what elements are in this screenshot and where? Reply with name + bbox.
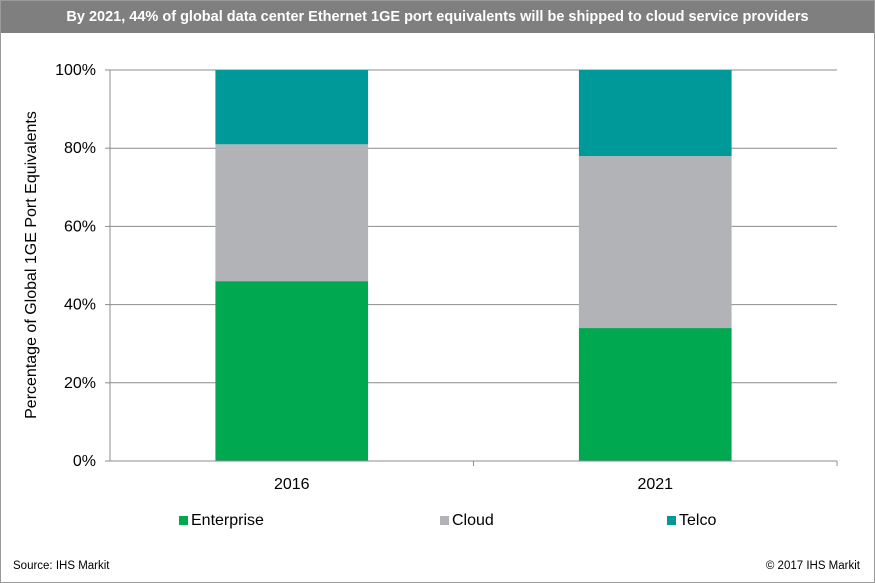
- bar-cloud-2021: [578, 156, 732, 329]
- y-tick-label: 40%: [64, 297, 96, 314]
- legend-swatch-cloud: [440, 516, 449, 525]
- copyright-note: © 2017 IHS Markit: [765, 560, 860, 572]
- bar-enterprise-2016: [215, 281, 369, 461]
- bar-telco-2016: [215, 70, 369, 145]
- y-axis-label: Percentage of Global 1GE Port Equivalent…: [23, 111, 40, 419]
- bar-enterprise-2021: [578, 328, 732, 461]
- legend-swatch-telco: [667, 516, 676, 525]
- y-tick-label: 80%: [64, 140, 96, 157]
- y-tick-label: 60%: [64, 218, 96, 235]
- y-tick-label: 20%: [64, 375, 96, 392]
- axes: 0% 20% 40% 60% 80% 100% 2016 2021: [55, 62, 838, 493]
- legend-swatch-enterprise: [179, 516, 188, 525]
- bar-telco-2021: [578, 70, 732, 157]
- legend-label-cloud: Cloud: [452, 512, 494, 529]
- bars: [215, 70, 732, 461]
- chart-title: By 2021, 44% of global data center Ether…: [1, 1, 874, 33]
- legend: Enterprise Cloud Telco: [179, 512, 716, 529]
- x-tick-label: 2021: [637, 476, 673, 493]
- legend-label-telco: Telco: [679, 512, 716, 529]
- y-tick-label: 100%: [55, 62, 96, 79]
- legend-label-enterprise: Enterprise: [191, 512, 264, 529]
- x-tick-label: 2016: [274, 476, 310, 493]
- bar-cloud-2016: [215, 144, 369, 282]
- source-note: Source: IHS Markit: [13, 560, 110, 572]
- y-tick-label: 0%: [73, 453, 96, 470]
